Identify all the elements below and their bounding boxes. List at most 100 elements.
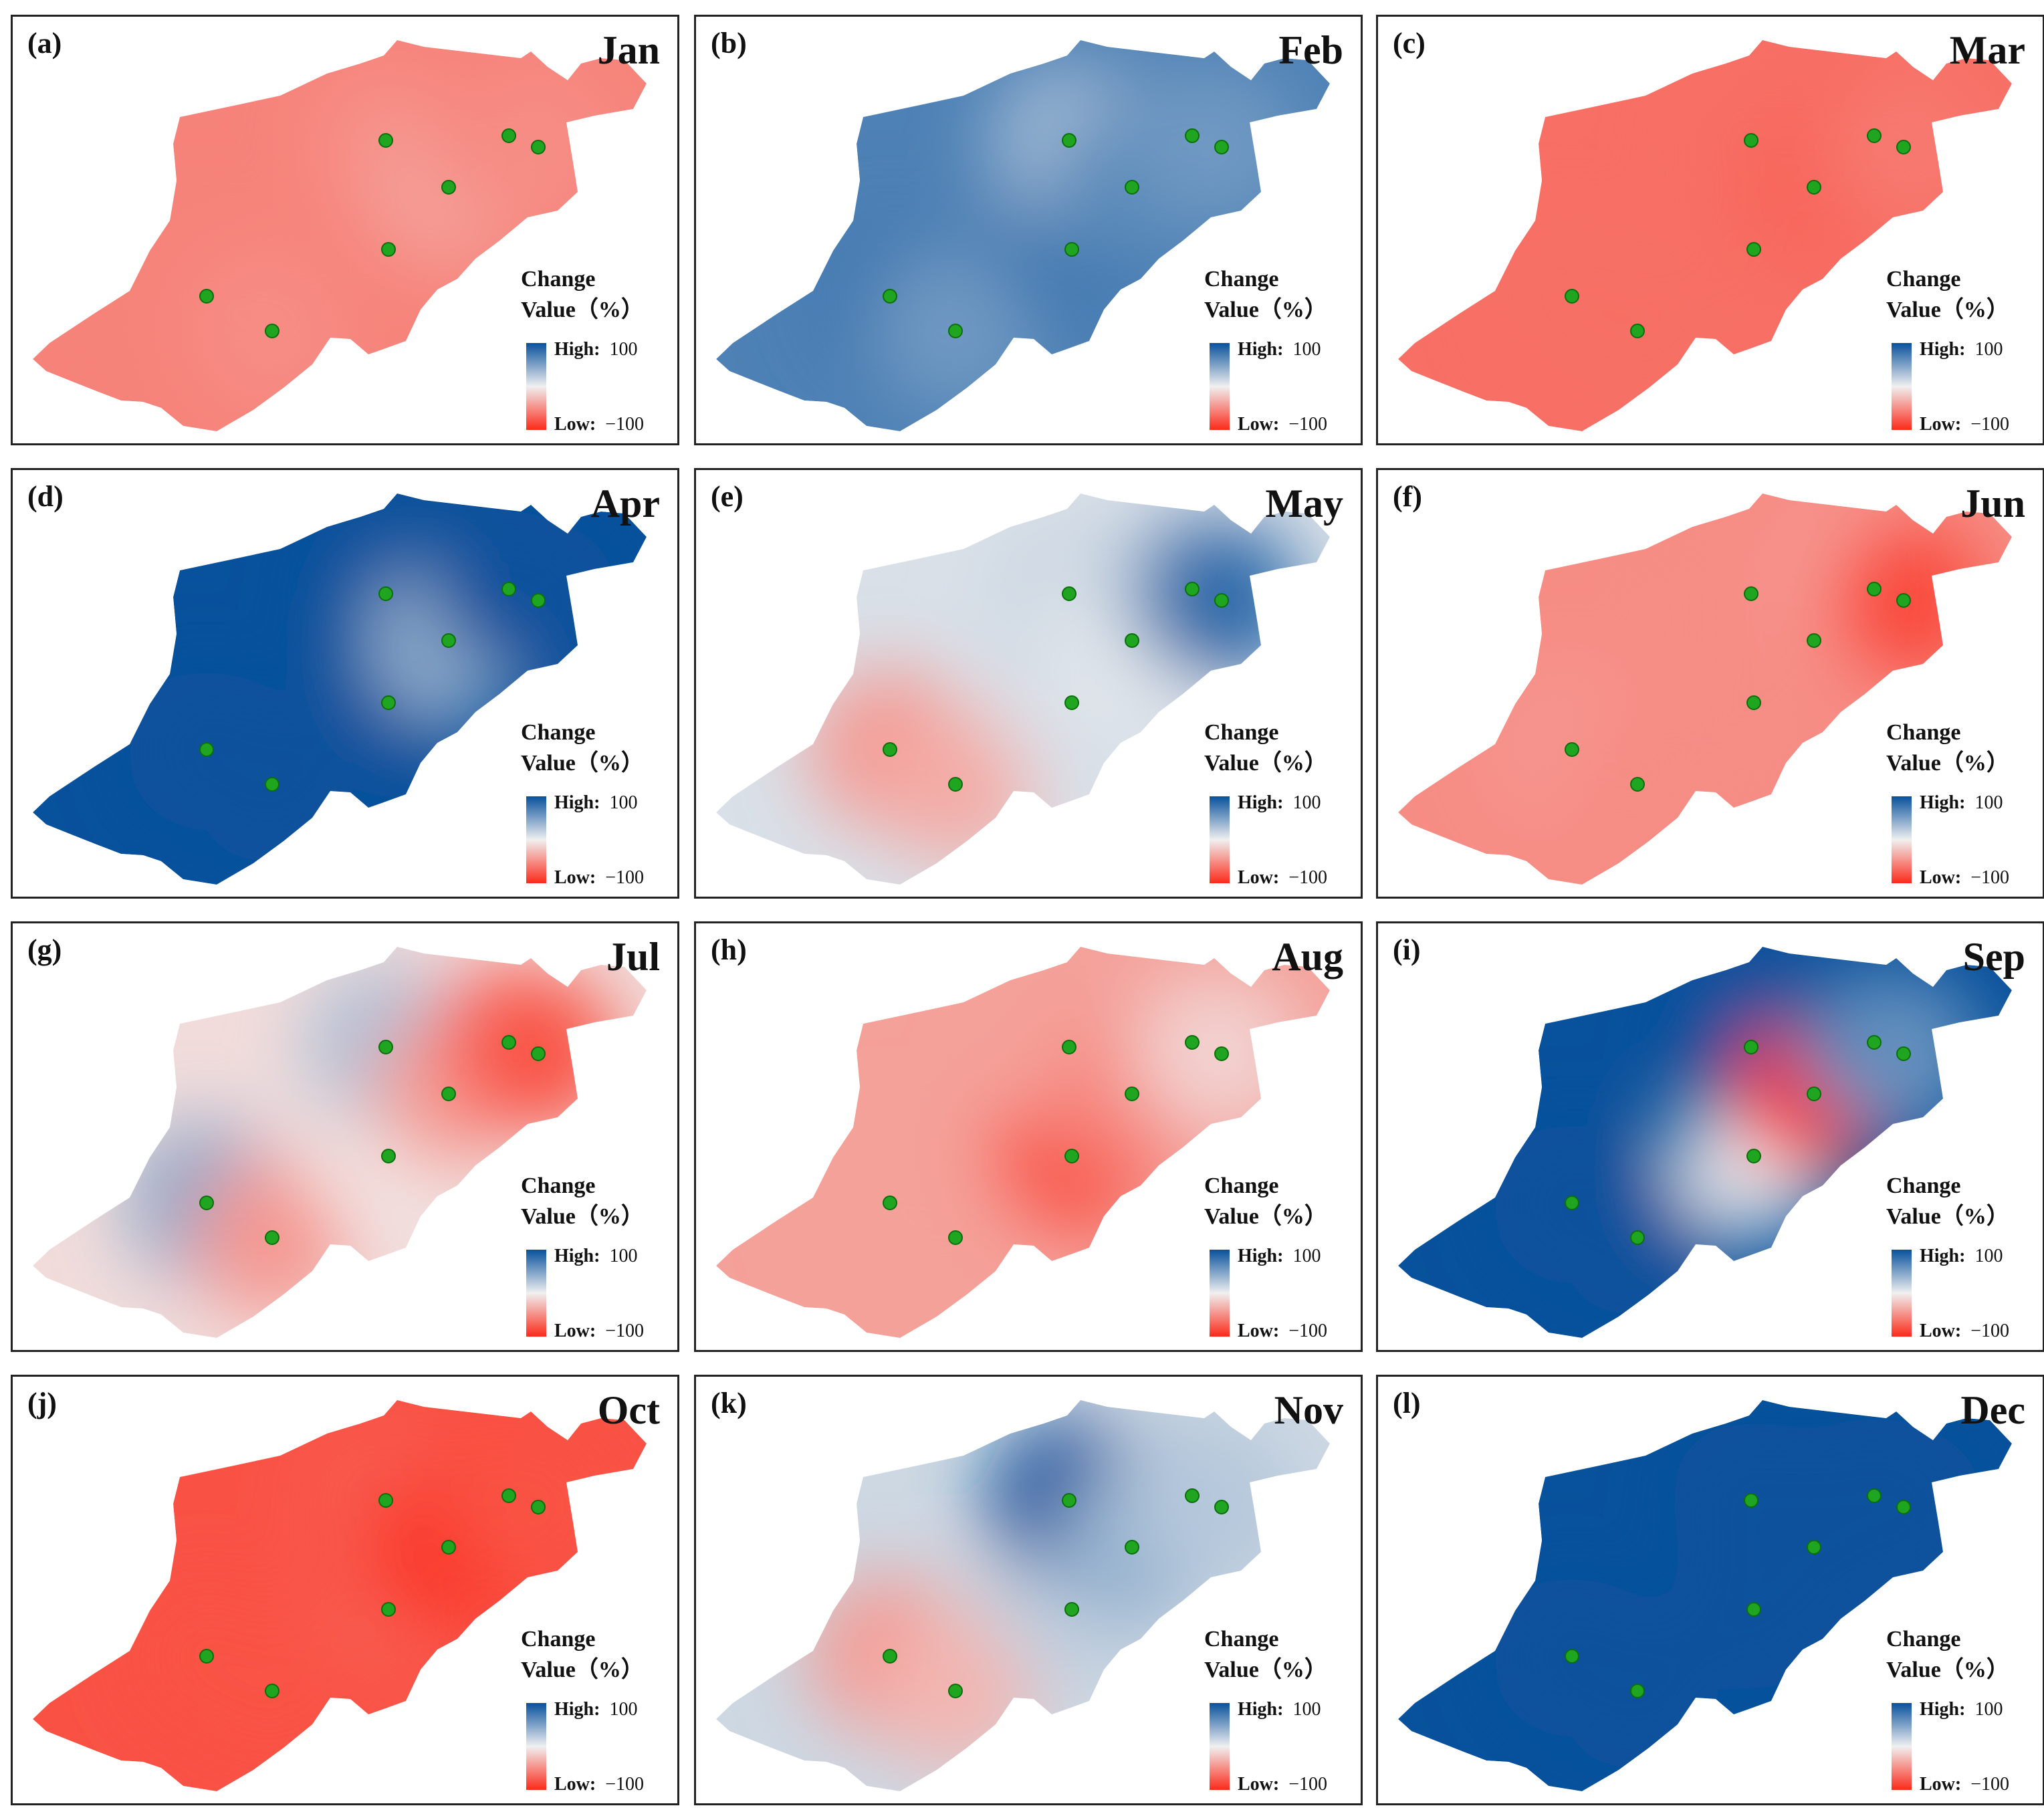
station-point bbox=[1896, 1046, 1911, 1061]
station-point bbox=[265, 1684, 279, 1698]
station-point bbox=[1867, 1035, 1882, 1050]
legend-low-label: Low: bbox=[554, 867, 596, 888]
station-point bbox=[1062, 1493, 1076, 1508]
legend-title: Change Value（%） bbox=[1886, 717, 2009, 779]
legend-high-label: High: bbox=[1238, 792, 1284, 813]
map-panel-may: (e) May Change Value（%） High: 100 Low: −10… bbox=[694, 468, 1363, 899]
station-point bbox=[531, 593, 546, 608]
legend-low: Low: −100 bbox=[554, 1321, 644, 1342]
legend-low-value: −100 bbox=[1970, 414, 2010, 435]
legend-title: Change Value（%） bbox=[521, 1171, 644, 1232]
station-point bbox=[1125, 1087, 1139, 1101]
panel-month-title: Jul bbox=[606, 935, 660, 979]
legend-color-ramp bbox=[1892, 1250, 1912, 1337]
station-point bbox=[1214, 593, 1229, 608]
station-point bbox=[378, 586, 393, 601]
station-point bbox=[1867, 582, 1882, 596]
legend-low: Low: −100 bbox=[1238, 1774, 1327, 1795]
legend-title-line2: Value（%） bbox=[521, 1658, 644, 1682]
station-point bbox=[1062, 1040, 1076, 1054]
panel-tag: (e) bbox=[711, 480, 744, 513]
legend-low: Low: −100 bbox=[554, 414, 644, 435]
legend-low-value: −100 bbox=[1288, 867, 1328, 888]
map-panel-nov: (k) Nov Change Value（%） High: 100 Low: −10… bbox=[694, 1375, 1363, 1805]
legend-high-label: High: bbox=[1238, 339, 1284, 360]
panel-month-title: Nov bbox=[1274, 1388, 1343, 1432]
panel-month-title: Jun bbox=[1960, 481, 2025, 526]
legend-high-label: High: bbox=[1920, 1699, 1966, 1720]
color-legend: Change Value（%） High: 100 Low: −100 bbox=[1886, 264, 2044, 438]
legend-title-line1: Change bbox=[1204, 720, 1279, 745]
legend-title: Change Value（%） bbox=[521, 264, 644, 326]
map-canvas bbox=[33, 947, 647, 1338]
station-point bbox=[381, 1149, 396, 1163]
station-point bbox=[1746, 1149, 1761, 1163]
station-point bbox=[1214, 1046, 1229, 1061]
legend-high-value: 100 bbox=[609, 792, 638, 813]
legend-color-ramp bbox=[526, 343, 546, 430]
map-canvas bbox=[716, 1400, 1330, 1791]
color-legend: Change Value（%） High: 100 Low: −100 bbox=[521, 717, 688, 891]
station-point bbox=[501, 1035, 516, 1050]
legend-high-value: 100 bbox=[1974, 1246, 2003, 1266]
legend-low-value: −100 bbox=[1288, 1321, 1328, 1341]
station-point bbox=[1064, 1149, 1079, 1163]
panel-tag: (b) bbox=[711, 27, 747, 60]
station-point bbox=[441, 633, 456, 648]
legend-low-label: Low: bbox=[1238, 1321, 1280, 1341]
legend-title-line1: Change bbox=[1886, 720, 1961, 745]
station-point bbox=[883, 289, 897, 304]
legend-low: Low: −100 bbox=[1238, 1321, 1327, 1342]
legend-low: Low: −100 bbox=[1920, 1774, 2009, 1795]
legend-high-value: 100 bbox=[609, 1246, 638, 1266]
legend-title-line2: Value（%） bbox=[521, 1204, 644, 1229]
station-point bbox=[1744, 133, 1758, 148]
legend-color-ramp bbox=[526, 1703, 546, 1790]
legend-high-label: High: bbox=[554, 1246, 600, 1266]
station-point bbox=[1744, 1493, 1758, 1508]
legend-high-value: 100 bbox=[1292, 1699, 1321, 1720]
station-point bbox=[1630, 777, 1645, 792]
map-panel-jun: (f) Jun Change Value（%） High: 100 Low: −10… bbox=[1376, 468, 2044, 899]
legend-high-value: 100 bbox=[609, 1699, 638, 1720]
station-point bbox=[1064, 695, 1079, 710]
map-canvas bbox=[1398, 1400, 2012, 1791]
legend-low-label: Low: bbox=[554, 1321, 596, 1341]
station-point bbox=[381, 1602, 396, 1617]
legend-title-line1: Change bbox=[521, 720, 596, 745]
legend-high-label: High: bbox=[1920, 792, 1966, 813]
legend-high-value: 100 bbox=[1974, 1699, 2003, 1720]
map-canvas bbox=[33, 493, 647, 885]
panel-month-title: Sep bbox=[1962, 935, 2025, 979]
station-point bbox=[1214, 140, 1229, 154]
legend-title-line2: Value（%） bbox=[1204, 1204, 1327, 1229]
legend-title: Change Value（%） bbox=[1886, 1171, 2009, 1232]
legend-high-value: 100 bbox=[1974, 792, 2003, 813]
legend-low-value: −100 bbox=[1970, 1321, 2010, 1341]
station-point bbox=[381, 695, 396, 710]
station-point bbox=[1125, 1540, 1139, 1555]
station-point bbox=[1565, 742, 1579, 757]
legend-title-line2: Value（%） bbox=[521, 298, 644, 322]
station-point bbox=[1807, 180, 1821, 195]
panel-tag: (g) bbox=[27, 933, 62, 966]
map-panel-mar: (c) Mar Change Value（%） High: 100 Low: −10… bbox=[1376, 15, 2044, 445]
legend-low-label: Low: bbox=[554, 1774, 596, 1795]
legend-low-value: −100 bbox=[1970, 1774, 2010, 1795]
panel-month-title: May bbox=[1265, 481, 1343, 526]
legend-low-value: −100 bbox=[605, 1321, 645, 1341]
legend-high-label: High: bbox=[1238, 1699, 1284, 1720]
station-point bbox=[1746, 695, 1761, 710]
color-legend: Change Value（%） High: 100 Low: −100 bbox=[1204, 1171, 1371, 1345]
map-panel-feb: (b) Feb Change Value（%） High: 100 Low: −10… bbox=[694, 15, 1363, 445]
color-legend: Change Value（%） High: 100 Low: −100 bbox=[1204, 717, 1371, 891]
station-point bbox=[1807, 1087, 1821, 1101]
map-canvas bbox=[33, 40, 647, 431]
legend-low: Low: −100 bbox=[1920, 414, 2009, 435]
map-panel-dec: (l) Dec Change Value（%） High: 100 Low: −10… bbox=[1376, 1375, 2044, 1805]
legend-high-label: High: bbox=[1920, 339, 1966, 360]
legend-color-ramp bbox=[1892, 343, 1912, 430]
legend-title: Change Value（%） bbox=[1204, 1624, 1327, 1686]
legend-low: Low: −100 bbox=[1238, 867, 1327, 889]
